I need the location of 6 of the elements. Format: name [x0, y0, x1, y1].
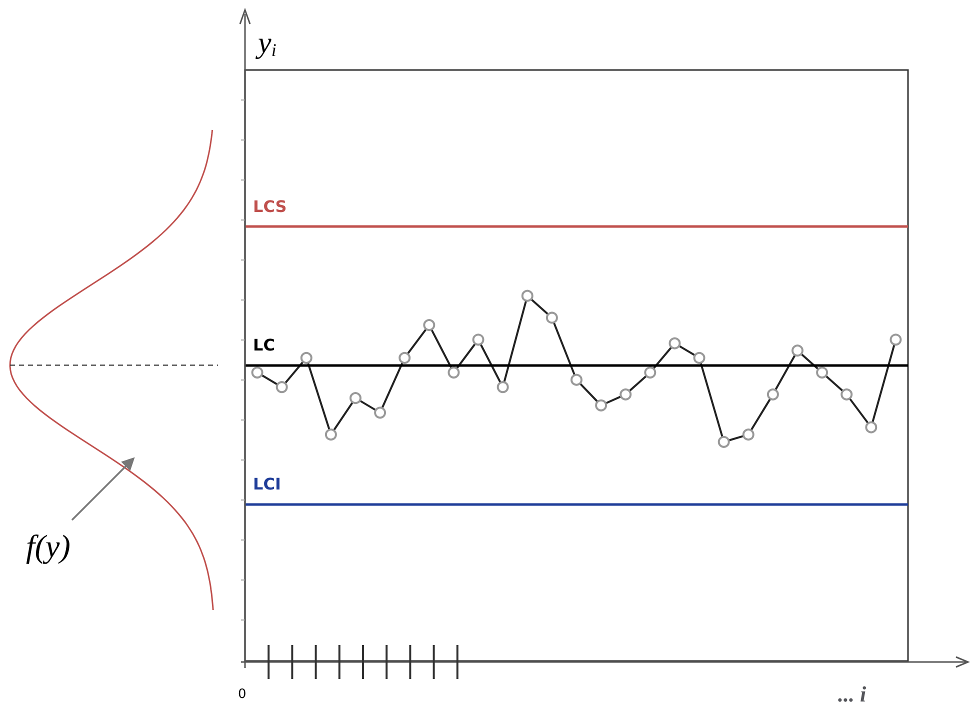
text: 0 [238, 687, 246, 702]
ref-line-label: LC [253, 336, 275, 355]
text: f(y) [26, 528, 70, 564]
x-axis-title: ... i [838, 682, 867, 705]
ref-line-label: LCI [253, 474, 281, 494]
ref-line-label: LCS [253, 196, 287, 216]
